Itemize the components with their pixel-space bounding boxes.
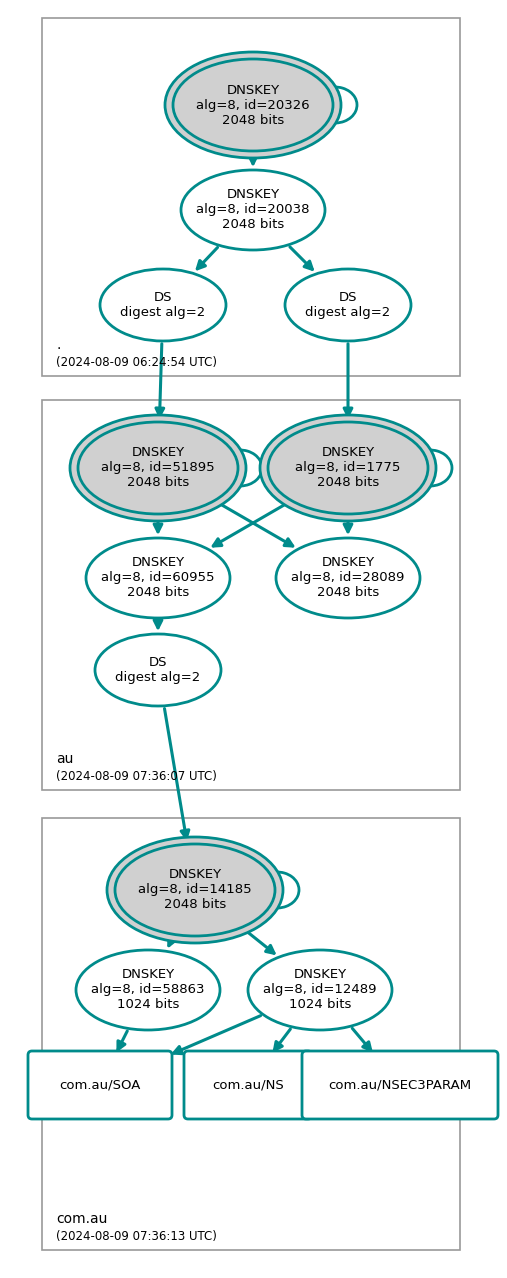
Text: DNSKEY
alg=8, id=12489
1024 bits: DNSKEY alg=8, id=12489 1024 bits [263,969,377,1011]
FancyBboxPatch shape [184,1051,312,1120]
Text: DNSKEY
alg=8, id=28089
2048 bits: DNSKEY alg=8, id=28089 2048 bits [292,556,405,599]
Text: com.au: com.au [56,1212,107,1226]
Ellipse shape [165,52,341,158]
Text: com.au/NS: com.au/NS [212,1079,284,1091]
Text: DS
digest alg=2: DS digest alg=2 [116,656,201,684]
Ellipse shape [95,634,221,705]
Text: (2024-08-09 07:36:07 UTC): (2024-08-09 07:36:07 UTC) [56,771,217,783]
Ellipse shape [70,415,246,521]
Text: (2024-08-09 06:24:54 UTC): (2024-08-09 06:24:54 UTC) [56,357,217,369]
Ellipse shape [285,268,411,341]
FancyBboxPatch shape [302,1051,498,1120]
Text: DNSKEY
alg=8, id=51895
2048 bits: DNSKEY alg=8, id=51895 2048 bits [101,446,215,489]
Ellipse shape [268,422,428,514]
Text: com.au/NSEC3PARAM: com.au/NSEC3PARAM [329,1079,472,1091]
Ellipse shape [78,422,238,514]
Text: DNSKEY
alg=8, id=60955
2048 bits: DNSKEY alg=8, id=60955 2048 bits [101,556,215,599]
Ellipse shape [181,170,325,250]
Ellipse shape [276,538,420,619]
Text: .: . [56,337,60,351]
Ellipse shape [248,950,392,1030]
FancyBboxPatch shape [28,1051,172,1120]
Text: au: au [56,751,74,766]
Text: DNSKEY
alg=8, id=20326
2048 bits: DNSKEY alg=8, id=20326 2048 bits [196,83,310,127]
Ellipse shape [100,268,226,341]
Text: DNSKEY
alg=8, id=58863
1024 bits: DNSKEY alg=8, id=58863 1024 bits [91,969,205,1011]
Text: DNSKEY
alg=8, id=14185
2048 bits: DNSKEY alg=8, id=14185 2048 bits [138,869,252,911]
Text: DS
digest alg=2: DS digest alg=2 [120,291,206,320]
Text: DNSKEY
alg=8, id=1775
2048 bits: DNSKEY alg=8, id=1775 2048 bits [295,446,401,489]
Ellipse shape [260,415,436,521]
Bar [42,400,460,790]
Ellipse shape [115,843,275,935]
Text: DNSKEY
alg=8, id=20038
2048 bits: DNSKEY alg=8, id=20038 2048 bits [196,188,310,231]
Bar [42,18,460,376]
Bar [42,818,460,1250]
Text: com.au/SOA: com.au/SOA [59,1079,140,1091]
Ellipse shape [107,837,283,943]
Ellipse shape [76,950,220,1030]
Text: DS
digest alg=2: DS digest alg=2 [305,291,390,320]
Ellipse shape [86,538,230,619]
Text: (2024-08-09 07:36:13 UTC): (2024-08-09 07:36:13 UTC) [56,1229,217,1243]
Ellipse shape [173,59,333,151]
